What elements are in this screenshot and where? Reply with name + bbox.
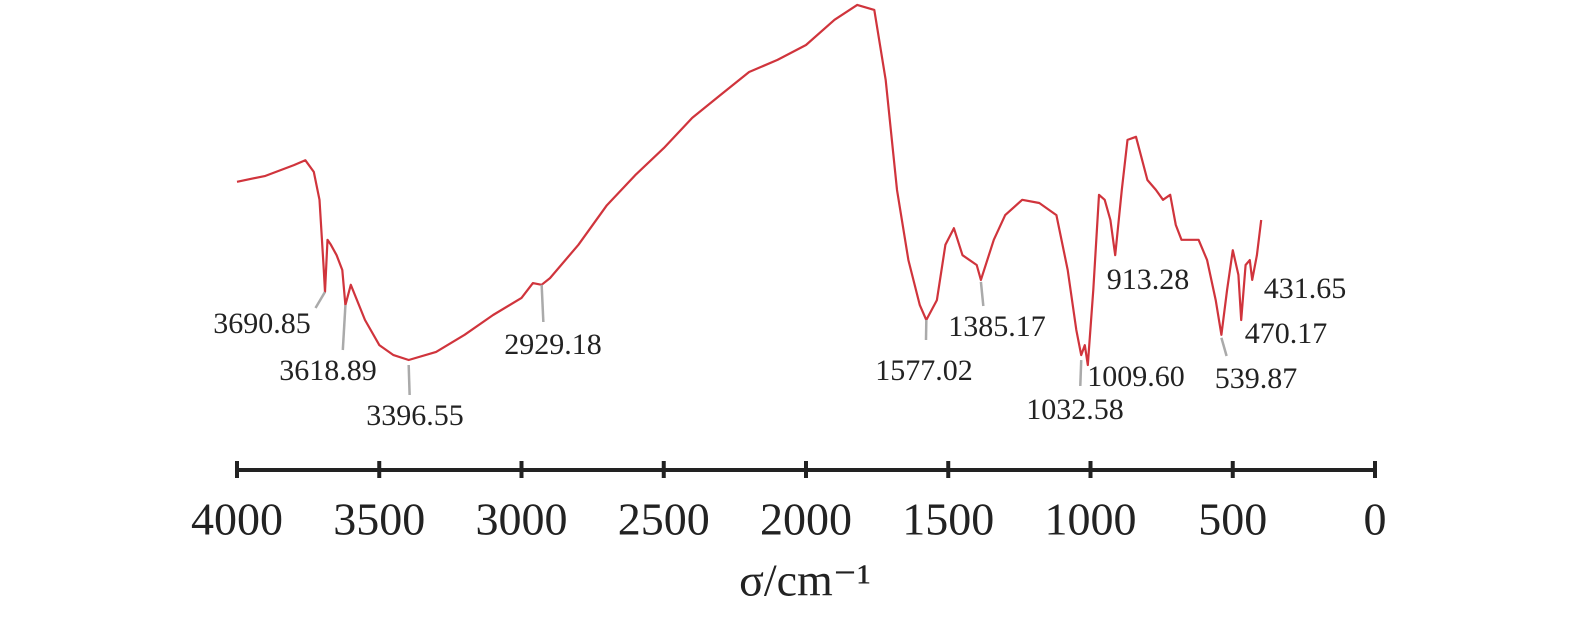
- annotation-label: 1577.02: [875, 354, 973, 387]
- x-tick-label: 2500: [618, 494, 710, 545]
- annotation-label: 1032.58: [1026, 393, 1124, 426]
- x-tick-label: 2000: [760, 494, 852, 545]
- annotation-label: 3618.89: [279, 354, 377, 387]
- annotation-label: 3690.85: [213, 307, 311, 340]
- annotation-leader: [1220, 337, 1228, 357]
- annotation-label: 913.28: [1107, 263, 1190, 296]
- annotation-leader: [407, 364, 411, 396]
- annotation-label: 1385.17: [948, 310, 1046, 343]
- annotation-leader: [979, 281, 985, 307]
- annotation-leader: [314, 291, 327, 309]
- x-tick-label: 3500: [333, 494, 425, 545]
- annotation-label: 3396.55: [366, 399, 464, 432]
- x-tick-label: 500: [1198, 494, 1267, 545]
- annotation-leader: [1079, 360, 1083, 387]
- x-tick-label: 4000: [191, 494, 283, 545]
- x-tick-label: 1500: [902, 494, 994, 545]
- spectrum-line: [236, 3, 1263, 367]
- x-tick-label: 3000: [476, 494, 568, 545]
- x-tick-label: 0: [1364, 494, 1387, 545]
- x-tick-label: 1000: [1045, 494, 1137, 545]
- annotation-label: 2929.18: [504, 328, 602, 361]
- annotation-label: 539.87: [1215, 362, 1298, 395]
- x-axis-label: σ/cm⁻¹: [739, 555, 871, 606]
- annotation-label: 470.17: [1245, 317, 1328, 350]
- annotation-label: 1009.60: [1087, 360, 1185, 393]
- annotation-label: 431.65: [1264, 272, 1347, 305]
- annotation-leader: [540, 284, 545, 323]
- annotation-leader: [341, 305, 347, 351]
